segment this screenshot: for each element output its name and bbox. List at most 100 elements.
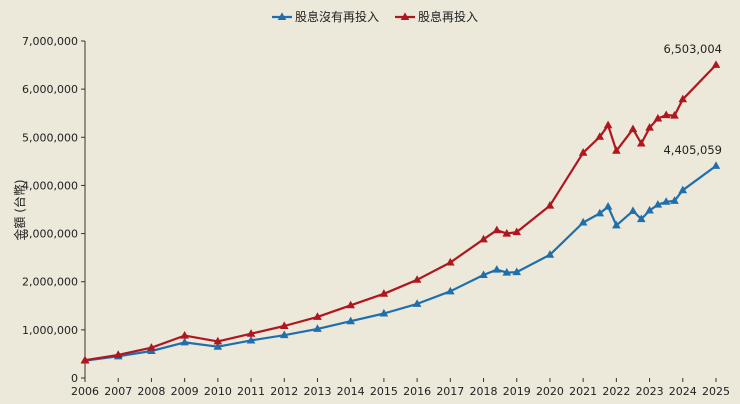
data-point-marker <box>246 329 256 337</box>
x-tick-label: 2010 <box>204 385 232 398</box>
x-tick-label: 2015 <box>370 385 398 398</box>
legend: 股息沒有再投入 股息再投入 <box>272 9 478 24</box>
y-tick-label: 5,000,000 <box>22 131 78 144</box>
y-axis-ticks: 0 1,000,000 2,000,000 3,000,000 4,000,000 5,0… <box>22 35 85 385</box>
data-point-marker <box>313 312 322 320</box>
data-point-marker <box>670 111 679 119</box>
series-0 <box>80 161 721 364</box>
data-point-marker <box>279 330 289 339</box>
y-tick-label: 0 <box>71 372 78 385</box>
data-point-marker <box>678 94 688 103</box>
series-line <box>84 165 717 362</box>
data-point-marker <box>80 355 90 364</box>
data-point-marker <box>628 124 638 133</box>
x-axis-ticks: 2006 2007 2008 2009 2010 2011 2012 2013 2014 2015… <box>71 378 730 398</box>
data-point-marker <box>670 196 679 204</box>
data-point-marker <box>636 138 646 147</box>
x-tick-label: 2016 <box>403 385 431 398</box>
x-tick-label: 2017 <box>436 385 464 398</box>
data-point-marker <box>180 337 189 346</box>
legend-label: 股息再投入 <box>418 9 478 24</box>
data-point-marker <box>578 217 588 226</box>
data-point-marker <box>113 350 123 358</box>
series-line <box>84 64 717 362</box>
data-point-marker <box>636 214 646 223</box>
y-tick-label: 3,000,000 <box>22 228 78 241</box>
data-point-marker <box>412 299 422 307</box>
series-group <box>80 60 721 364</box>
data-point-marker <box>213 342 223 350</box>
x-tick-label: 2012 <box>270 385 298 398</box>
x-tick-label: 2019 <box>503 385 531 398</box>
data-point-marker <box>479 234 488 243</box>
x-tick-label: 2018 <box>470 385 498 398</box>
y-tick-label: 4,000,000 <box>22 179 78 192</box>
y-tick-label: 1,000,000 <box>22 324 78 337</box>
data-point-marker <box>147 343 156 351</box>
data-point-marker <box>479 270 488 278</box>
data-point-marker <box>595 208 605 217</box>
series-1 <box>80 60 721 364</box>
x-tick-label: 2022 <box>602 385 630 398</box>
data-point-marker <box>412 275 422 283</box>
data-point-marker <box>446 286 455 295</box>
data-point-marker <box>279 321 289 330</box>
data-point-marker <box>628 206 638 214</box>
data-point-marker <box>379 308 389 317</box>
x-tick-label: 2014 <box>337 385 365 398</box>
data-point-marker <box>678 185 688 194</box>
x-tick-label: 2024 <box>669 385 697 398</box>
data-point-marker <box>502 228 512 237</box>
data-point-marker <box>645 123 654 131</box>
end-value-label: 4,405,059 <box>663 143 722 157</box>
x-tick-label: 2009 <box>171 385 199 398</box>
data-point-marker <box>346 300 355 309</box>
data-point-marker <box>603 202 613 210</box>
data-point-marker <box>502 267 512 276</box>
data-point-marker <box>653 200 663 208</box>
data-point-marker <box>512 227 522 236</box>
data-point-marker <box>711 60 721 68</box>
x-tick-label: 2025 <box>702 385 730 398</box>
y-axis-label: 金額 (台幣) <box>12 179 27 240</box>
end-value-label: 6,503,004 <box>663 42 722 56</box>
data-point-marker <box>180 331 189 339</box>
x-tick-label: 2020 <box>536 385 564 398</box>
data-point-marker <box>645 205 654 214</box>
x-tick-label: 2023 <box>636 385 664 398</box>
data-point-marker <box>612 220 621 229</box>
legend-label: 股息沒有再投入 <box>295 9 379 24</box>
data-point-marker <box>711 161 721 169</box>
data-point-marker <box>545 250 555 258</box>
x-tick-label: 2013 <box>303 385 331 398</box>
x-tick-label: 2021 <box>569 385 597 398</box>
data-point-marker <box>661 197 671 205</box>
legend-marker <box>277 12 287 20</box>
data-point-marker <box>578 148 588 156</box>
y-tick-label: 7,000,000 <box>22 35 78 48</box>
x-tick-label: 2006 <box>71 385 99 398</box>
data-point-marker <box>512 267 522 276</box>
data-point-marker <box>653 113 663 122</box>
data-point-marker <box>379 289 389 297</box>
data-point-marker <box>213 336 223 345</box>
data-point-marker <box>492 225 502 234</box>
x-tick-label: 2011 <box>237 385 265 398</box>
legend-marker <box>400 12 410 20</box>
data-point-marker <box>545 201 555 209</box>
data-point-marker <box>346 316 355 325</box>
data-point-marker <box>313 324 322 332</box>
data-point-marker <box>492 265 502 273</box>
data-point-marker <box>595 132 605 140</box>
x-tick-label: 2008 <box>137 385 165 398</box>
data-point-marker <box>661 110 671 119</box>
y-tick-label: 2,000,000 <box>22 276 78 289</box>
y-tick-label: 6,000,000 <box>22 83 78 96</box>
data-point-marker <box>246 335 256 344</box>
x-tick-label: 2007 <box>104 385 132 398</box>
data-point-marker <box>446 257 455 266</box>
annotations: 4,405,059 6,503,004 <box>663 42 722 157</box>
data-point-marker <box>603 120 613 129</box>
data-point-marker <box>612 146 621 154</box>
